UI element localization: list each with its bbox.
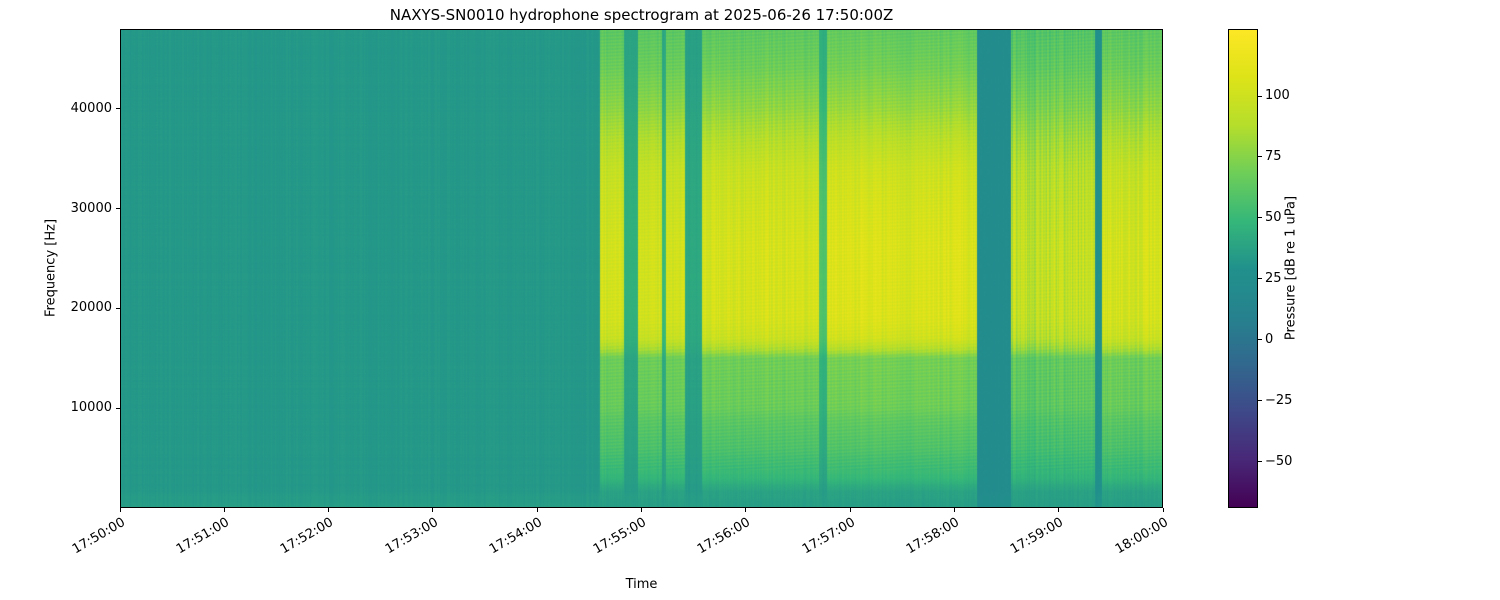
y-tick-mark [116,208,120,210]
x-tick-label: 17:53:00 [382,515,441,558]
colorbar-tick-label: 0 [1265,331,1274,347]
y-tick-label: 40000 [70,100,112,116]
x-tick-mark [953,508,955,512]
colorbar-gradient [1228,29,1258,508]
colorbar-tick-mark [1258,156,1262,158]
colorbar-tick-label: 50 [1265,209,1282,225]
x-tick-label: 17:54:00 [486,515,545,558]
x-tick-label: 18:00:00 [1112,515,1171,558]
x-tick-label: 17:50:00 [69,515,128,558]
colorbar-tick-mark [1258,339,1262,341]
y-tick-label: 20000 [70,300,112,316]
y-tick-label: 30000 [70,200,112,216]
colorbar-tick-mark [1258,278,1262,280]
colorbar-tick-label: −25 [1265,392,1293,408]
y-tick-label: 10000 [70,400,112,416]
x-tick-label: 17:56:00 [695,515,754,558]
colorbar-tick-mark [1258,400,1262,402]
x-tick-mark [849,508,851,512]
y-tick-mark [116,407,120,409]
spectrogram-heatmap [120,29,1163,508]
y-tick-mark [116,108,120,110]
x-tick-mark [641,508,642,512]
x-tick-label: 17:59:00 [1008,515,1067,558]
x-tick-mark [1162,508,1164,512]
x-tick-mark [223,508,225,512]
x-tick-label: 17:52:00 [278,515,337,558]
x-tick-mark [328,508,330,512]
x-tick-mark [432,508,434,512]
x-tick-label: 17:51:00 [173,515,232,558]
colorbar-tick-label: −50 [1265,453,1293,469]
colorbar-tick-mark [1258,461,1262,463]
x-tick-mark [119,508,121,512]
x-tick-mark [745,508,747,512]
x-tick-label: 17:58:00 [903,515,962,558]
colorbar-label: Pressure [dB re 1 uPa] [1283,195,1299,341]
y-tick-mark [116,307,120,309]
x-tick-mark [536,508,538,512]
x-axis-label: Time [625,577,658,592]
colorbar-tick-label: 100 [1265,88,1290,104]
x-tick-label: 17:55:00 [590,515,649,558]
x-tick-label: 17:57:00 [799,515,858,558]
colorbar-tick-label: 25 [1265,270,1282,286]
colorbar-tick-mark [1258,217,1262,219]
colorbar-tick-label: 75 [1265,148,1282,164]
colorbar-tick-mark [1258,95,1262,97]
chart-title: NAXYS-SN0010 hydrophone spectrogram at 2… [389,6,894,24]
x-tick-mark [1058,508,1060,512]
